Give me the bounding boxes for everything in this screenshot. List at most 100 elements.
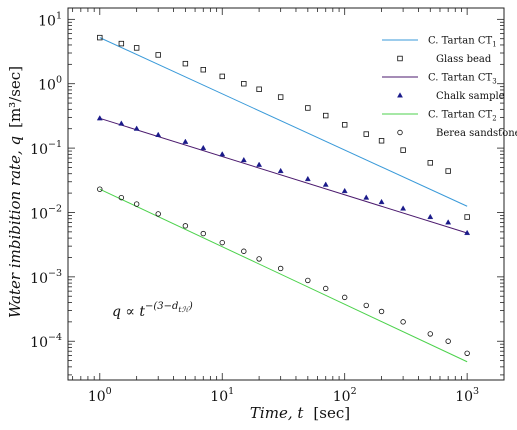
axis-ticks <box>68 8 505 380</box>
legend-label-sub: 1 <box>492 41 496 49</box>
series-line <box>99 188 468 363</box>
x-tick-label: 101 <box>210 386 234 405</box>
x-tick-label-exp: 1 <box>228 386 234 397</box>
y-axis-unit: [m³/sec] <box>6 66 24 128</box>
legend-label: C. Tartan CT2 <box>428 110 497 123</box>
data-point <box>97 34 103 41</box>
y-tick-label: 10−2 <box>30 203 62 222</box>
y-tick-label-base: 10 <box>30 271 48 287</box>
data-point <box>155 211 161 217</box>
data-point <box>256 86 262 92</box>
y-tick-label-exp: −4 <box>48 332 62 343</box>
data-point <box>219 239 225 246</box>
x-tick-label-exp: 2 <box>351 386 357 397</box>
x-tick-label: 103 <box>455 386 479 405</box>
y-axis-title: Water imbibition rate, q [m³/sec] <box>6 66 24 318</box>
data-point <box>256 161 263 167</box>
data-point <box>323 285 329 292</box>
data-point <box>341 122 348 128</box>
legend-label-main: C. Tartan CT <box>428 110 493 121</box>
data-point <box>97 186 103 192</box>
x-tick-label-base: 10 <box>88 389 106 405</box>
y-tick-label-base: 10 <box>30 206 48 222</box>
series-line <box>99 37 468 207</box>
y-tick-label-exp: −3 <box>48 268 62 279</box>
data-point <box>155 52 161 58</box>
legend-label: Berea sandstone <box>436 128 517 139</box>
annotation-sup: −(3−d <box>145 301 178 312</box>
data-point <box>241 81 247 87</box>
annotation-close: ) <box>188 301 193 312</box>
data-point <box>304 175 311 182</box>
x-axis-title: Time, t [sec] <box>250 404 350 422</box>
data-point <box>464 214 470 220</box>
data-point <box>118 120 125 126</box>
data-point <box>305 277 311 284</box>
data-point <box>118 40 125 47</box>
data-point <box>219 73 225 80</box>
data-point <box>378 198 385 205</box>
annotation-lhs: q ∝ t <box>112 304 145 320</box>
data-point <box>400 319 406 325</box>
series-group <box>99 37 468 207</box>
series-line <box>99 117 468 234</box>
x-axis-unit: [sec] <box>313 404 350 422</box>
data-point <box>464 229 471 235</box>
series-group <box>97 186 470 356</box>
data-point <box>118 194 125 201</box>
data-point <box>363 131 369 137</box>
x-tick-label-base: 10 <box>333 389 351 405</box>
data-point <box>155 131 162 137</box>
data-point <box>219 151 226 157</box>
series-group <box>99 188 468 363</box>
series-layer <box>96 34 471 363</box>
data-point <box>400 205 407 211</box>
y-tick-label: 101 <box>38 10 62 29</box>
data-point <box>200 144 207 151</box>
y-tick-label-exp: −1 <box>48 139 62 150</box>
series-group <box>97 34 470 220</box>
data-point <box>341 294 348 301</box>
y-tick-label: 10−4 <box>30 332 62 351</box>
x-tick-label-exp: 0 <box>106 386 112 397</box>
data-point <box>363 302 369 309</box>
x-tick-labels: 100 101 102 103 <box>88 386 479 405</box>
data-point <box>96 115 103 121</box>
y-tick-label-base: 10 <box>38 13 56 29</box>
data-point <box>427 331 433 337</box>
data-point <box>378 308 385 315</box>
data-point <box>241 248 247 254</box>
legend-label: Chalk sample <box>436 91 505 102</box>
data-point <box>133 45 140 51</box>
data-point <box>200 67 206 73</box>
x-tick-label: 100 <box>88 386 112 405</box>
x-tick-label-base: 10 <box>210 389 228 405</box>
data-point <box>277 265 284 272</box>
data-point <box>427 213 434 220</box>
series-group <box>99 117 468 234</box>
data-point <box>133 201 140 207</box>
legend-label: C. Tartan CT1 <box>428 36 497 49</box>
series-group <box>96 115 471 235</box>
data-point <box>182 138 189 144</box>
legend-label-main: C. Tartan CT <box>428 73 493 84</box>
data-point <box>322 181 329 187</box>
x-tick-label: 102 <box>333 386 357 405</box>
y-tick-label-base: 10 <box>30 335 48 351</box>
x-axis-label: Time, t <box>250 404 304 422</box>
legend-label: C. Tartan CT3 <box>428 73 497 86</box>
data-point <box>445 168 451 174</box>
plot-frame <box>67 7 505 381</box>
legend-label-sub: 2 <box>492 115 496 123</box>
y-axis-label: Water imbibition rate, q <box>6 136 24 318</box>
x-tick-label-exp: 3 <box>473 386 479 397</box>
data-point <box>445 219 452 225</box>
legend-label-main: C. Tartan CT <box>428 36 493 47</box>
data-point <box>240 156 247 163</box>
data-point <box>182 60 189 67</box>
data-point <box>445 338 451 344</box>
y-tick-label-base: 10 <box>30 142 48 158</box>
